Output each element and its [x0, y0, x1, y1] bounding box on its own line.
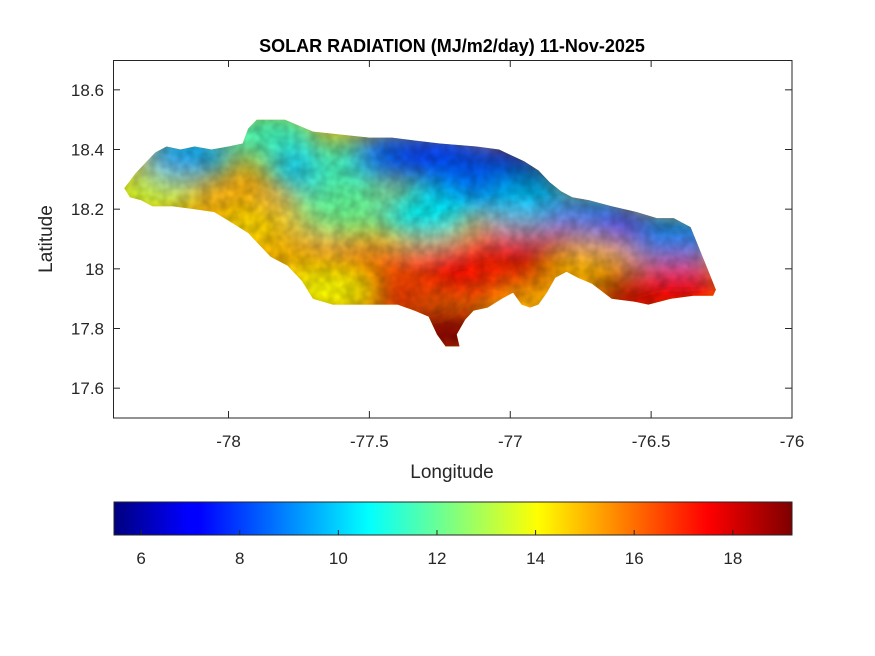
colorbar-ticks: 6 8 10 12 14 16 18: [136, 530, 742, 568]
y-axis-ticks: 18.6 18.4 18.2 18 17.8 17.6: [71, 81, 792, 398]
colorbar-tick-label: 18: [723, 549, 742, 568]
y-axis-label: Latitude: [36, 205, 57, 273]
map-field: [124, 119, 716, 347]
y-tick-label: 18.6: [71, 81, 104, 100]
x-tick-label: -77.5: [350, 432, 389, 451]
y-tick-label: 18: [85, 260, 104, 279]
x-axis-ticks: -78 -77.5 -77 -76.5 -76: [216, 60, 804, 451]
colorbar-tick-label: 6: [136, 549, 145, 568]
x-tick-label: -76: [780, 432, 805, 451]
colorbar-tick-label: 8: [235, 549, 244, 568]
y-tick-label: 17.8: [71, 320, 104, 339]
x-tick-label: -76.5: [632, 432, 671, 451]
y-tick-label: 17.6: [71, 379, 104, 398]
y-tick-label: 18.4: [71, 141, 104, 160]
x-tick-label: -78: [216, 432, 241, 451]
colorbar-tick-label: 14: [526, 549, 545, 568]
x-axis-label: Longitude: [410, 462, 493, 483]
colorbar-tick-label: 16: [625, 549, 644, 568]
colorbar-tick-label: 12: [428, 549, 447, 568]
chart-title: SOLAR RADIATION (MJ/m2/day) 11-Nov-2025: [259, 36, 645, 56]
colorbar-tick-label: 10: [329, 549, 348, 568]
colorbar: 6 8 10 12 14 16 18: [113, 501, 793, 568]
x-tick-label: -77: [498, 432, 523, 451]
y-tick-label: 18.2: [71, 200, 104, 219]
colorbar-gradient: [113, 501, 793, 536]
axes-frame: [113, 60, 793, 419]
field-texture: [124, 119, 716, 347]
